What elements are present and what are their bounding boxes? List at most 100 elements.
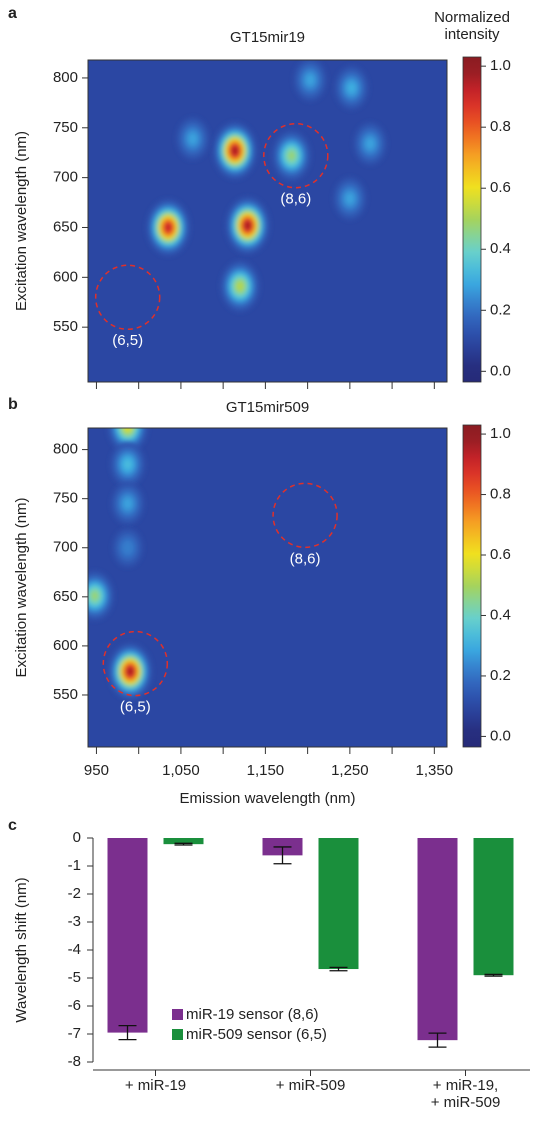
colorbar-tick-label: 0.6 xyxy=(490,179,511,196)
colorbar-tick-label: 0.8 xyxy=(490,486,511,503)
colorbar-tick-label: 0.4 xyxy=(490,240,511,257)
bar xyxy=(318,838,359,970)
x-tick-label: 950 xyxy=(84,762,109,779)
peak xyxy=(353,122,387,166)
x-tick-label: 1,350 xyxy=(416,762,454,779)
error-bar xyxy=(484,973,503,977)
peak-contour xyxy=(166,225,170,230)
peak xyxy=(112,528,143,568)
y-axis-label: Excitation wavelength (nm) xyxy=(13,497,30,677)
peak-contour xyxy=(188,133,197,144)
peak-contour xyxy=(345,193,354,204)
colorbar-tick-label: 0.4 xyxy=(490,606,511,623)
peak xyxy=(272,130,311,181)
annotation-circle xyxy=(272,482,338,549)
x-tick-label: + miR-19 xyxy=(125,1077,186,1094)
x-tick-label: 1,150 xyxy=(247,762,285,779)
legend-label: miR-509 sensor (6,5) xyxy=(186,1026,327,1043)
peak xyxy=(293,60,327,102)
bar xyxy=(417,838,458,1041)
y-tick-label: 0 xyxy=(73,829,81,846)
heatmap-area xyxy=(88,60,447,382)
colorbar-tick-label: 0.0 xyxy=(490,727,511,744)
x-axis-label: Emission wavelength (nm) xyxy=(180,790,356,807)
y-tick-label: 750 xyxy=(53,490,78,507)
peak-contour xyxy=(236,282,244,291)
peak xyxy=(110,442,146,487)
plot-frame xyxy=(87,59,448,383)
y-axis-label: Excitation wavelength (nm) xyxy=(13,131,30,311)
colorbar-tick-label: 0.0 xyxy=(490,362,511,379)
peak xyxy=(212,122,258,180)
y-tick-label: -2 xyxy=(68,885,81,902)
y-tick-label: 800 xyxy=(53,441,78,458)
x-tick-label: 1,250 xyxy=(331,762,369,779)
peak-contour xyxy=(306,74,315,85)
peak-contour xyxy=(348,84,355,92)
legend-swatch xyxy=(172,1029,183,1040)
x-tick-label: 1,050 xyxy=(162,762,200,779)
y-tick-label: -4 xyxy=(68,941,81,958)
error-bar xyxy=(329,966,348,972)
error-bar xyxy=(118,1024,137,1041)
annotation-circle xyxy=(102,630,169,697)
peak-contour xyxy=(232,147,238,154)
y-tick-label: 650 xyxy=(53,588,78,605)
peak-contour xyxy=(125,428,130,431)
peak xyxy=(334,66,369,110)
peak-contour xyxy=(92,593,97,599)
y-tick-label: -1 xyxy=(68,857,81,874)
y-tick-label: 700 xyxy=(53,169,78,186)
annotation-circle xyxy=(263,122,329,189)
y-tick-label: -5 xyxy=(68,969,81,986)
colorbar-tick-label: 0.6 xyxy=(490,546,511,563)
bar xyxy=(163,838,204,845)
peak xyxy=(220,260,260,312)
y-tick-label: 800 xyxy=(53,69,78,86)
peak xyxy=(107,428,148,453)
x-tick-label: + miR-509 xyxy=(276,1077,346,1094)
annotation-label: (8,6) xyxy=(280,191,311,208)
panel-label: a xyxy=(8,5,17,22)
peak-contour xyxy=(245,222,250,229)
peak-contour xyxy=(125,461,131,468)
y-tick-label: 550 xyxy=(53,318,78,335)
legend-label: miR-19 sensor (8,6) xyxy=(186,1006,319,1023)
peak xyxy=(225,196,270,255)
y-tick-label: 700 xyxy=(53,539,78,556)
y-tick-label: 600 xyxy=(53,637,78,654)
y-tick-label: 750 xyxy=(53,119,78,136)
colorbar-tick-label: 0.2 xyxy=(490,301,511,318)
y-tick-label: 550 xyxy=(53,686,78,703)
y-tick-label: -3 xyxy=(68,913,81,930)
colorbar xyxy=(462,56,482,383)
error-bar xyxy=(174,842,193,846)
colorbar xyxy=(462,424,482,748)
error-bar xyxy=(428,1032,447,1048)
colorbar-title: Normalized intensity xyxy=(434,9,510,43)
peak xyxy=(146,199,191,256)
bar xyxy=(107,838,148,1033)
peak xyxy=(88,571,114,621)
heatmap-area xyxy=(88,428,447,747)
peak xyxy=(111,482,145,525)
chart-title: GT15mir19 xyxy=(230,29,305,46)
peak-contour xyxy=(123,428,132,432)
peak xyxy=(333,177,367,220)
panel-label: b xyxy=(8,396,18,413)
bar xyxy=(473,838,514,976)
peak-contour xyxy=(122,540,134,555)
y-tick-label: 650 xyxy=(53,218,78,235)
y-axis-label: Wavelength shift (nm) xyxy=(13,877,30,1022)
colorbar-tick-label: 1.0 xyxy=(490,57,511,74)
heatmap-background xyxy=(88,428,447,747)
y-tick-label: -7 xyxy=(68,1025,81,1042)
y-tick-label: -8 xyxy=(68,1053,81,1070)
annotation-label: (8,6) xyxy=(290,550,321,567)
annotation-circle xyxy=(94,264,161,331)
peak-contour xyxy=(123,498,132,509)
y-tick-label: -6 xyxy=(68,997,81,1014)
peak xyxy=(108,643,153,700)
peak-contour xyxy=(128,668,133,675)
